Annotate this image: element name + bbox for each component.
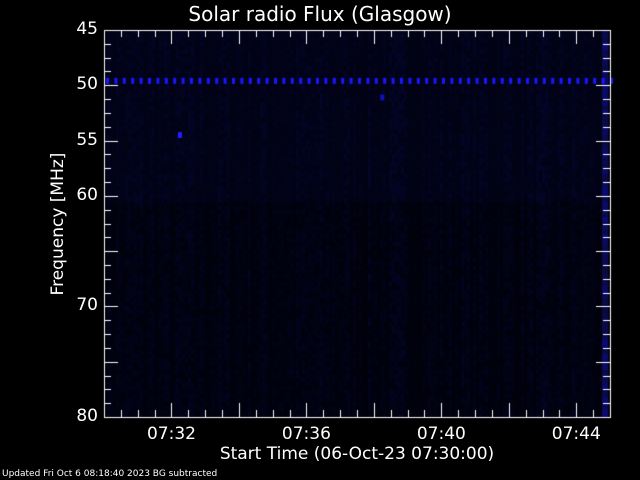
- x-tick-label: 07:32: [146, 424, 196, 444]
- y-tick-label: 80: [76, 406, 98, 426]
- y-tick-label: 45: [76, 19, 98, 39]
- y-axis-label: Frequency [MHz]: [48, 152, 68, 296]
- x-tick-label: 07:36: [281, 424, 331, 444]
- x-tick-label: 07:44: [551, 424, 601, 444]
- update-footer: Updated Fri Oct 6 08:18:40 2023 BG subtr…: [2, 469, 218, 479]
- y-tick-label: 50: [76, 74, 98, 95]
- y-tick-label: 70: [76, 295, 98, 316]
- x-axis-label: Start Time (06-Oct-23 07:30:00): [219, 444, 495, 464]
- y-tick-label: 55: [76, 129, 98, 150]
- x-tick-label: 07:40: [416, 424, 466, 444]
